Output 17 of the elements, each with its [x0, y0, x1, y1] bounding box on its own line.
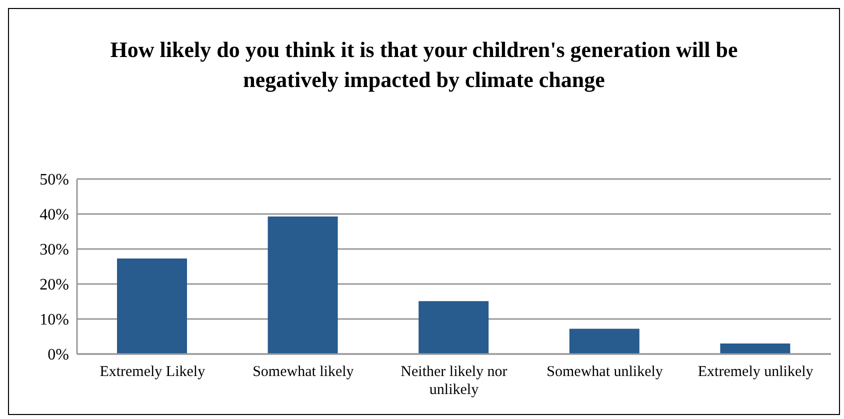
- y-tick-label: 50%: [40, 172, 69, 189]
- x-tick-label: Somewhat likely: [252, 364, 354, 380]
- y-tick-label: 10%: [40, 312, 69, 329]
- x-tick-label: Extremely unlikely: [698, 364, 814, 380]
- chart-title: How likely do you think it is that your children's generation will be negatively impacted by climate change: [109, 36, 739, 94]
- y-tick-label: 30%: [40, 242, 69, 259]
- x-tick-label: Somewhat unlikely: [546, 364, 664, 380]
- x-tick-label: Extremely Likely: [100, 364, 206, 380]
- y-tick-label: 20%: [40, 276, 69, 294]
- y-tick-label: 40%: [40, 206, 69, 224]
- bar: [720, 344, 790, 354]
- bar: [418, 301, 489, 354]
- bar: [268, 216, 338, 354]
- x-tick-label: Neither likely nor unlikely: [400, 364, 508, 398]
- bar: [569, 328, 640, 354]
- bar: [117, 258, 187, 354]
- y-tick-label: 0%: [48, 346, 69, 364]
